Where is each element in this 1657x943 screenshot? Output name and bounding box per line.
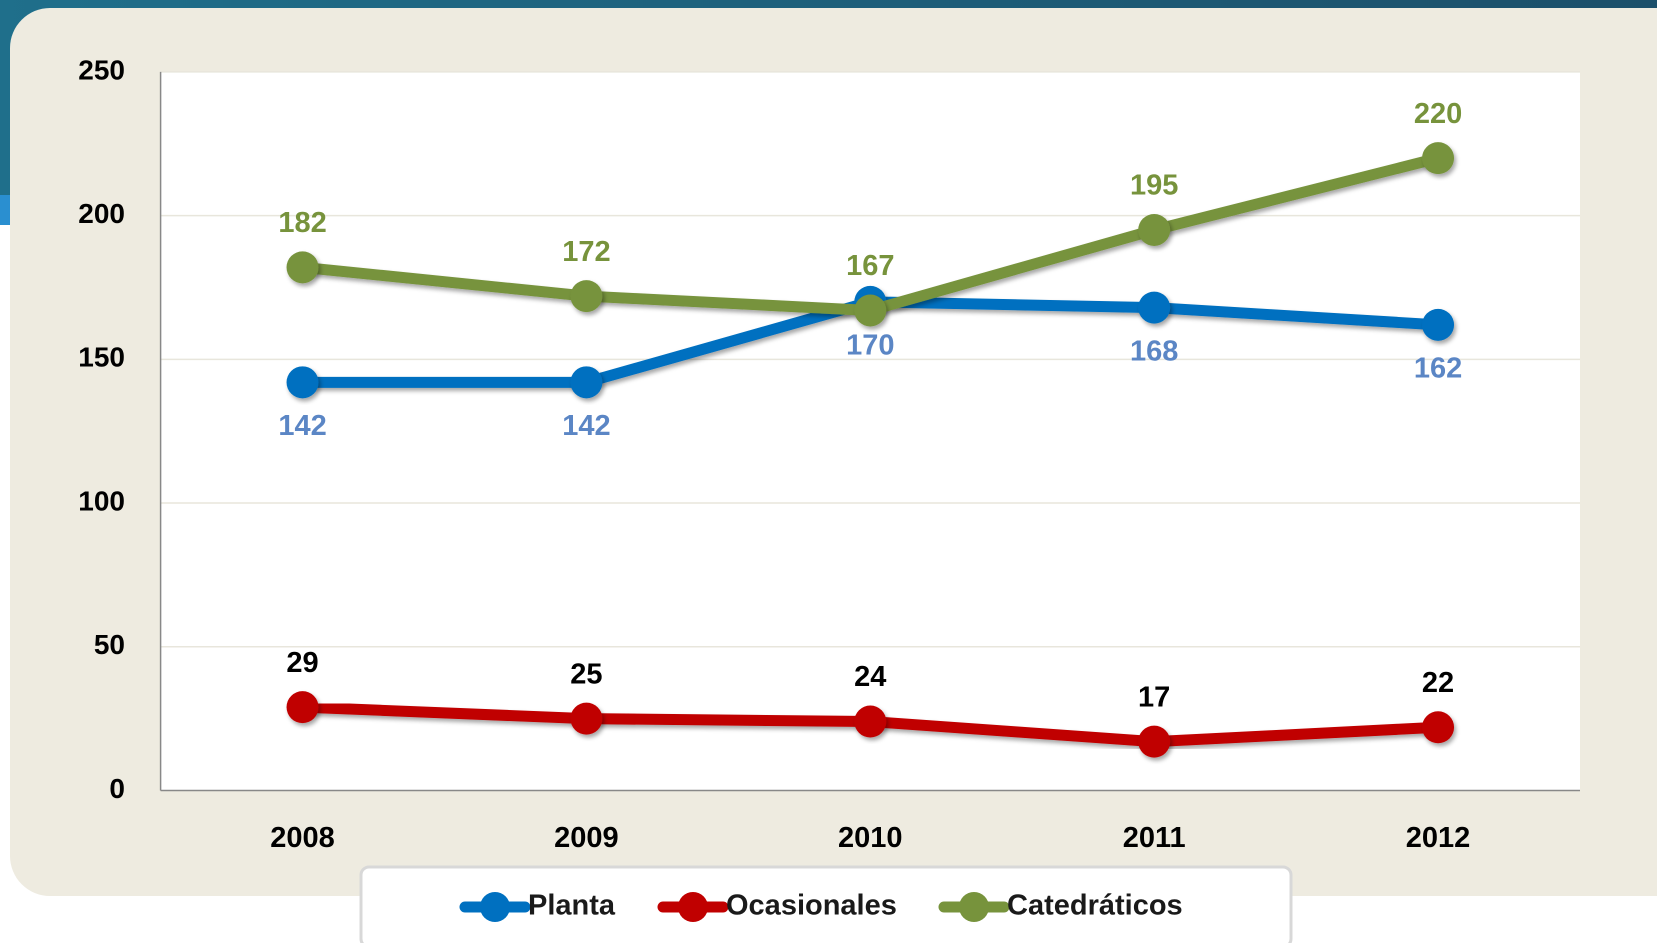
y-tick-label: 250 — [78, 54, 125, 85]
data-label: 167 — [846, 250, 894, 282]
data-label: 182 — [278, 207, 326, 239]
x-tick-label: 2012 — [1406, 822, 1471, 854]
y-tick-label: 100 — [78, 485, 125, 516]
y-tick-label: 200 — [78, 198, 125, 229]
data-label: 172 — [562, 236, 610, 268]
data-label: 24 — [854, 661, 886, 693]
point — [1422, 142, 1455, 175]
point — [570, 280, 603, 313]
data-label: 168 — [1130, 335, 1178, 367]
x-tick-label: 2011 — [1123, 822, 1186, 854]
data-label: 25 — [570, 658, 602, 690]
point — [286, 366, 319, 399]
y-tick-label: 0 — [109, 773, 125, 804]
point — [854, 705, 887, 738]
data-label: 17 — [1138, 681, 1170, 713]
legend-marker — [959, 892, 989, 922]
point — [854, 294, 887, 327]
legend-label: Catedráticos — [1007, 890, 1183, 922]
y-tick-label: 150 — [78, 342, 125, 373]
point — [1138, 291, 1171, 324]
data-label: 142 — [562, 410, 610, 442]
plot-area — [160, 71, 1581, 791]
x-tick-label: 2008 — [270, 822, 335, 854]
legend-marker — [480, 892, 510, 922]
data-label: 195 — [1130, 170, 1178, 202]
x-tick-label: 2009 — [554, 822, 619, 854]
legend-label: Planta — [528, 890, 616, 922]
data-label: 22 — [1422, 667, 1454, 699]
data-label: 142 — [278, 410, 326, 442]
point — [570, 366, 603, 399]
point — [1138, 213, 1171, 246]
data-label: 170 — [846, 330, 894, 362]
data-label: 220 — [1414, 98, 1462, 130]
legend-label: Ocasionales — [726, 890, 897, 922]
legend-marker — [678, 892, 708, 922]
x-tick-label: 2010 — [838, 822, 903, 854]
point — [570, 702, 603, 735]
data-label: 162 — [1414, 353, 1462, 385]
data-label: 29 — [286, 647, 318, 679]
point — [286, 251, 319, 284]
point — [1422, 711, 1455, 744]
point — [1422, 308, 1455, 341]
y-tick-label: 50 — [94, 629, 125, 660]
point — [1138, 725, 1171, 758]
point — [286, 691, 319, 724]
legend-box — [359, 865, 1293, 943]
